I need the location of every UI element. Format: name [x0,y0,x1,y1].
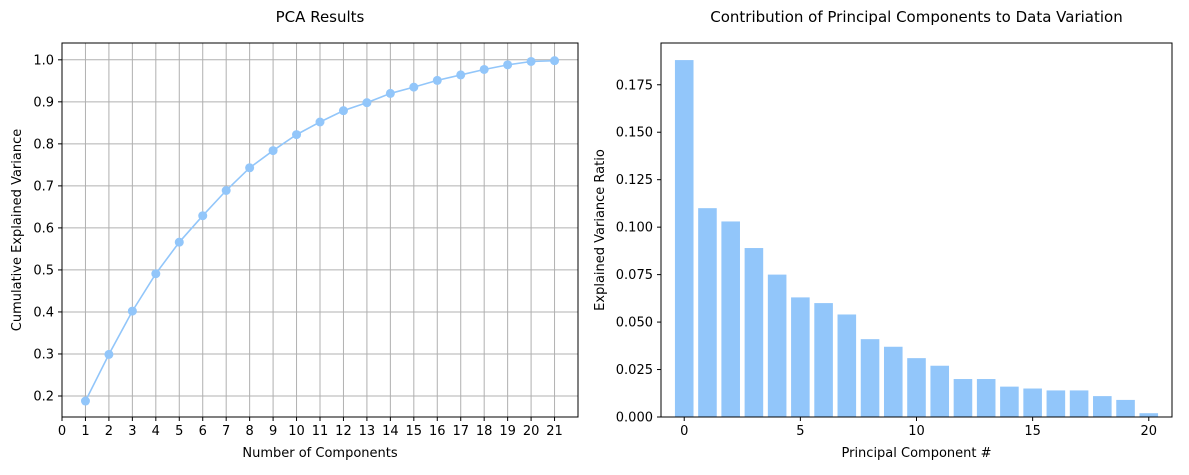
y-tick-label: 0.150 [616,126,653,141]
bar [860,339,880,417]
data-point [104,349,114,359]
chart-title: PCA Results [276,8,365,26]
x-tick-label: 4 [152,424,160,439]
bar [976,379,996,417]
x-tick-label: 13 [359,424,376,439]
x-tick-label: 19 [499,424,516,439]
data-point [503,60,513,70]
x-tick-label: 18 [476,424,493,439]
x-tick-label: 16 [429,424,446,439]
y-tick-label: 0.9 [33,95,54,110]
bar [744,248,764,417]
data-point [268,146,278,156]
data-point [456,70,466,80]
x-tick-label: 0 [680,424,688,439]
x-tick-label: 21 [546,424,563,439]
x-tick-label: 6 [199,424,207,439]
x-tick-label: 20 [523,424,540,439]
bar [883,346,903,417]
x-tick-label: 20 [1140,424,1157,439]
bar [837,314,857,417]
bar [1116,399,1135,417]
data-point [432,75,442,85]
bar [1000,386,1019,417]
y-tick-label: 0.2 [33,389,54,404]
data-point [174,237,184,247]
y-tick-label: 1.0 [33,53,54,68]
y-tick-label: 0.4 [33,305,54,320]
x-tick-label: 0 [58,424,66,439]
y-tick-label: 0.075 [616,268,653,283]
y-tick-label: 0.025 [616,363,653,378]
bar [1093,396,1112,417]
x-tick-label: 10 [908,424,925,439]
y-tick-label: 0.7 [33,179,54,194]
data-point [385,88,395,98]
y-axis-label: Cumulative Explained Variance [10,129,25,331]
data-point [292,130,302,140]
data-point [550,56,560,66]
y-tick-label: 0.050 [616,316,653,331]
data-point [362,98,372,108]
y-tick-label: 0.100 [616,221,653,236]
y-tick-label: 0.8 [33,137,54,152]
x-tick-label: 10 [288,424,305,439]
bar [1069,390,1089,417]
x-axis-label: Principal Component # [841,446,991,461]
data-point [315,117,325,127]
y-tick-label: 0.3 [33,347,54,362]
y-tick-label: 0.175 [616,78,653,93]
data-point [479,64,489,74]
x-tick-label: 15 [1024,424,1041,439]
data-point [151,269,161,279]
data-point [127,306,137,316]
y-tick-label: 0.125 [616,173,653,188]
x-tick-label: 12 [335,424,352,439]
cumulative-variance-chart: 0 1 2 3 4 5 6 7 8 9 10 11 12 13 14 15 16 17 18 19 20 210.20.3… [10,8,579,461]
bar [930,365,950,417]
data-point [245,163,255,173]
y-tick-label: 0.6 [33,221,54,236]
bar [721,221,740,417]
bar [1046,390,1066,417]
explained-variance-bar-chart: 0 5 10 15 20 0.000 0.025 0.050 0.075 0.100 0.125 0.… [593,8,1173,461]
bar [791,297,810,417]
bar [698,208,717,417]
x-tick-label: 8 [245,424,253,439]
chart-title: Contribution of Principal Components to … [710,8,1122,26]
x-tick-label: 11 [312,424,329,439]
x-axis-label: Number of Components [242,446,397,461]
x-tick-label: 5 [175,424,183,439]
x-tick-label: 2 [105,424,113,439]
bar [953,379,973,417]
data-point [221,185,231,195]
y-tick-label: 0.000 [616,411,653,426]
bar [1023,388,1042,417]
x-tick-label: 3 [128,424,136,439]
x-tick-label: 17 [452,424,469,439]
bar [1139,413,1159,417]
x-tick-label: 14 [382,424,399,439]
bar [767,274,787,417]
x-tick-label: 15 [406,424,423,439]
data-point [198,211,208,221]
data-point [80,396,90,406]
x-tick-label: 5 [796,424,804,439]
bar [907,358,926,417]
data-point [409,82,419,92]
y-tick-label: 0.5 [33,263,54,278]
data-point [338,106,348,116]
bar [674,60,694,417]
y-axis-label: Explained Variance Ratio [593,149,608,311]
bar [814,303,833,417]
x-tick-label: 7 [222,424,230,439]
x-tick-label: 1 [81,424,89,439]
data-point [526,56,536,66]
x-tick-label: 9 [269,424,277,439]
